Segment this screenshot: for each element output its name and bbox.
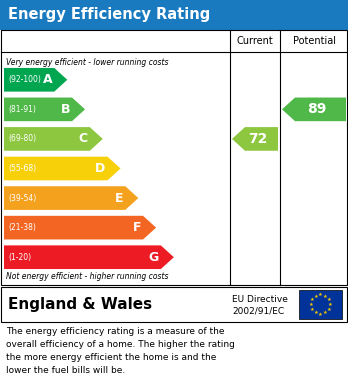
Text: England & Wales: England & Wales: [8, 297, 152, 312]
Text: Energy Efficiency Rating: Energy Efficiency Rating: [8, 7, 210, 23]
Bar: [0, 0, 348, 30]
Polygon shape: [4, 157, 120, 180]
Text: (92-100): (92-100): [8, 75, 41, 84]
Polygon shape: [232, 127, 278, 151]
Text: Current: Current: [237, 36, 274, 46]
Text: (81-91): (81-91): [8, 105, 36, 114]
Text: G: G: [149, 251, 159, 264]
Text: E: E: [115, 192, 123, 204]
Text: A: A: [43, 73, 52, 86]
Text: D: D: [95, 162, 105, 175]
Bar: [1, 287, 347, 322]
Polygon shape: [4, 216, 156, 239]
Text: ★: ★: [310, 297, 315, 302]
Polygon shape: [4, 127, 103, 151]
Text: ★: ★: [318, 312, 323, 317]
Text: 89: 89: [307, 102, 327, 117]
Bar: [299, 290, 342, 319]
Text: (39-54): (39-54): [8, 194, 36, 203]
Text: ★: ★: [309, 302, 313, 307]
Text: Potential: Potential: [293, 36, 335, 46]
Text: ★: ★: [326, 297, 331, 302]
Text: ★: ★: [323, 294, 328, 299]
Text: C: C: [79, 133, 88, 145]
Text: ★: ★: [313, 310, 318, 315]
Text: (55-68): (55-68): [8, 164, 36, 173]
Bar: [1, 30, 347, 285]
Polygon shape: [4, 186, 138, 210]
Text: ★: ★: [318, 292, 323, 298]
Text: The energy efficiency rating is a measure of the
overall efficiency of a home. T: The energy efficiency rating is a measur…: [6, 327, 235, 375]
Text: B: B: [61, 103, 70, 116]
Text: ★: ★: [313, 294, 318, 299]
Text: Not energy efficient - higher running costs: Not energy efficient - higher running co…: [6, 272, 168, 281]
Text: 2002/91/EC: 2002/91/EC: [232, 306, 284, 315]
Text: ★: ★: [310, 307, 315, 312]
Polygon shape: [4, 97, 85, 121]
Text: EU Directive: EU Directive: [232, 295, 288, 304]
Text: (69-80): (69-80): [8, 135, 36, 143]
Text: (21-38): (21-38): [8, 223, 36, 232]
Text: ★: ★: [328, 302, 332, 307]
Text: ★: ★: [323, 310, 328, 315]
Polygon shape: [4, 68, 67, 91]
Text: 72: 72: [248, 132, 268, 146]
Text: Very energy efficient - lower running costs: Very energy efficient - lower running co…: [6, 58, 168, 67]
Text: F: F: [133, 221, 141, 234]
Text: (1-20): (1-20): [8, 253, 31, 262]
Polygon shape: [282, 97, 346, 121]
Text: ★: ★: [326, 307, 331, 312]
Polygon shape: [4, 246, 174, 269]
